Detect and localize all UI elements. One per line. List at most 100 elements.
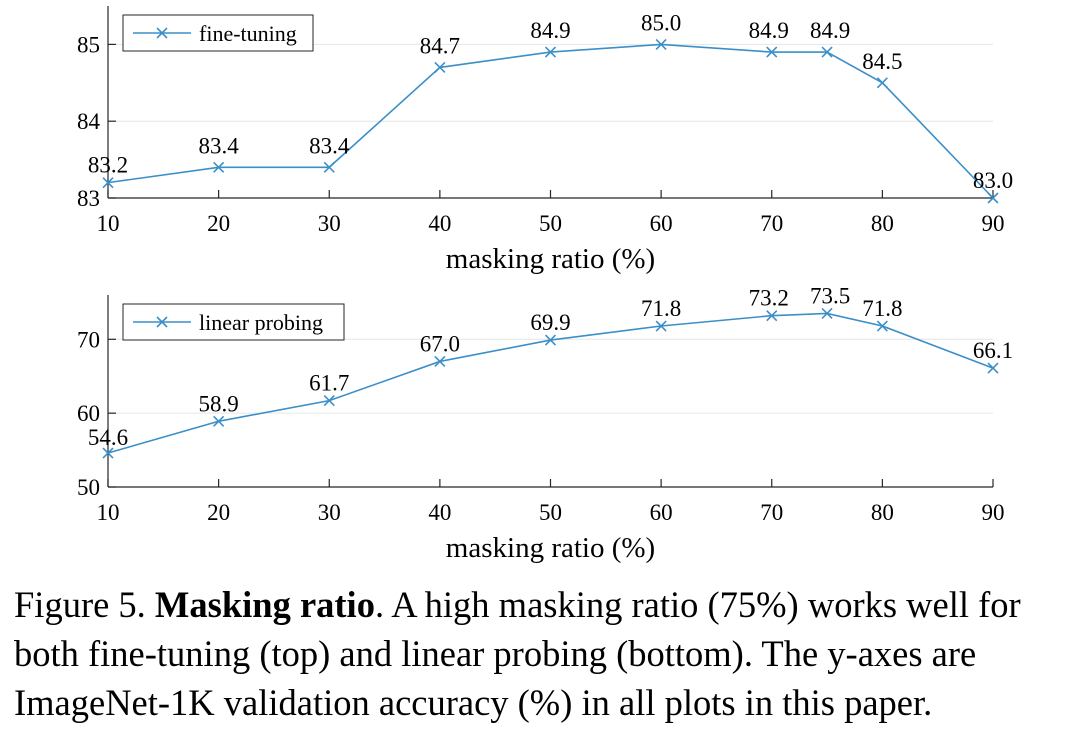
marker-stroke bbox=[213, 161, 225, 173]
data-point-marker bbox=[544, 46, 557, 58]
data-label: 73.5 bbox=[810, 283, 850, 308]
marker-stroke bbox=[876, 77, 888, 89]
data-label: 83.4 bbox=[199, 133, 240, 158]
x-tick-label: 70 bbox=[760, 500, 783, 525]
data-point-marker bbox=[876, 320, 888, 332]
data-point-marker bbox=[434, 61, 446, 74]
x-tick-label: 10 bbox=[97, 211, 120, 236]
marker-stroke bbox=[102, 447, 114, 459]
figure-5-charts: 83 84 85 10 20 30 40 50 60 70 80 90 masking ratio (%… bbox=[77, 6, 1013, 564]
x-tick-label: 20 bbox=[207, 211, 230, 236]
caption-bold-title: Masking ratio bbox=[154, 584, 375, 625]
data-point-marker bbox=[323, 395, 335, 407]
marker-stroke bbox=[876, 320, 888, 332]
marker-stroke bbox=[102, 177, 114, 189]
x-tick-label: 90 bbox=[982, 211, 1005, 236]
data-point-marker bbox=[766, 310, 778, 322]
y-tick-label: 60 bbox=[77, 401, 100, 426]
legend: fine-tuning bbox=[122, 14, 314, 52]
data-point-marker bbox=[434, 355, 446, 368]
legend-label: fine-tuning bbox=[199, 21, 297, 46]
x-axis-label: masking ratio (%) bbox=[446, 532, 655, 564]
data-point-marker bbox=[821, 46, 833, 58]
data-label: 83.0 bbox=[973, 168, 1013, 193]
data-label: 85.0 bbox=[641, 10, 681, 35]
data-point-marker bbox=[987, 362, 999, 374]
marker-stroke bbox=[323, 161, 335, 173]
legend-marker bbox=[156, 316, 168, 328]
data-label: 83.2 bbox=[88, 153, 128, 178]
data-label: 84.9 bbox=[749, 18, 789, 43]
data-point-marker bbox=[766, 46, 778, 58]
x-tick-label: 90 bbox=[982, 500, 1005, 525]
x-tick-label: 70 bbox=[760, 211, 783, 236]
y-tick-label: 84 bbox=[77, 109, 101, 134]
data-label: 84.9 bbox=[530, 18, 570, 43]
figure-caption: Figure 5. Masking ratio. A high masking … bbox=[14, 580, 1074, 727]
data-point-marker bbox=[987, 192, 999, 204]
caption-prefix: Figure 5. bbox=[14, 584, 155, 625]
x-tick-label: 10 bbox=[97, 500, 120, 525]
series-line bbox=[107, 43, 994, 199]
y-tick-label: 70 bbox=[77, 327, 100, 352]
legend-label: linear probing bbox=[199, 310, 323, 335]
data-label: 58.9 bbox=[199, 391, 239, 416]
data-point-marker bbox=[655, 38, 667, 50]
data-label: 54.6 bbox=[88, 425, 128, 450]
data-point-marker bbox=[544, 334, 557, 346]
data-label: 66.1 bbox=[973, 338, 1013, 363]
data-point-marker bbox=[213, 415, 225, 427]
marker-stroke bbox=[434, 61, 446, 74]
marker-stroke bbox=[434, 355, 446, 368]
data-label: 69.9 bbox=[530, 310, 570, 335]
data-label: 83.4 bbox=[309, 133, 350, 158]
y-tick-label: 50 bbox=[77, 475, 100, 500]
marker-stroke bbox=[987, 192, 999, 204]
x-tick-label: 50 bbox=[539, 211, 562, 236]
legend: linear probing bbox=[122, 303, 345, 341]
x-axis-label: masking ratio (%) bbox=[446, 243, 655, 275]
data-point-marker bbox=[821, 307, 833, 320]
x-tick-label: 40 bbox=[428, 211, 451, 236]
marker-stroke bbox=[766, 310, 778, 322]
marker-stroke bbox=[544, 46, 557, 58]
x-tick-label: 80 bbox=[871, 500, 894, 525]
marker-stroke bbox=[821, 307, 833, 320]
legend-marker bbox=[156, 27, 168, 39]
x-tick-label: 30 bbox=[318, 500, 341, 525]
x-tick-label: 20 bbox=[207, 500, 230, 525]
x-tick-label: 60 bbox=[650, 211, 673, 236]
data-label: 67.0 bbox=[420, 331, 460, 356]
data-point-marker bbox=[323, 161, 335, 173]
marker-stroke bbox=[821, 46, 833, 58]
data-label: 84.9 bbox=[810, 18, 850, 43]
data-point-marker bbox=[876, 77, 888, 89]
series-line bbox=[107, 312, 994, 454]
data-label: 73.2 bbox=[749, 286, 789, 311]
data-point-marker bbox=[102, 447, 114, 459]
marker-stroke bbox=[655, 320, 667, 332]
x-tick-label: 80 bbox=[871, 211, 894, 236]
marker-stroke bbox=[987, 362, 999, 374]
data-point-marker bbox=[102, 177, 114, 189]
marker-stroke bbox=[766, 46, 778, 58]
marker-stroke bbox=[323, 395, 335, 407]
data-label: 71.8 bbox=[641, 296, 681, 321]
data-label: 84.5 bbox=[862, 49, 902, 74]
x-tick-label: 60 bbox=[650, 500, 673, 525]
y-tick-label: 83 bbox=[77, 186, 100, 211]
chart-panel-1: 83 84 85 10 20 30 40 50 60 70 80 90 masking ratio (%… bbox=[77, 6, 1013, 275]
caption-text: . A high masking ratio (75%) works well … bbox=[14, 584, 1021, 723]
data-point-marker bbox=[213, 161, 225, 173]
marker-stroke bbox=[655, 38, 667, 50]
data-label: 61.7 bbox=[309, 371, 349, 396]
marker-stroke bbox=[544, 334, 557, 346]
data-label: 71.8 bbox=[862, 296, 902, 321]
data-point-marker bbox=[655, 320, 667, 332]
data-label: 84.7 bbox=[420, 33, 460, 58]
chart-panel-2: 50 60 70 10 20 30 40 50 60 70 80 90 masking ratio (%… bbox=[77, 283, 1013, 564]
x-tick-label: 30 bbox=[318, 211, 341, 236]
y-tick-label: 85 bbox=[77, 32, 100, 57]
x-tick-label: 40 bbox=[428, 500, 451, 525]
x-tick-label: 50 bbox=[539, 500, 562, 525]
